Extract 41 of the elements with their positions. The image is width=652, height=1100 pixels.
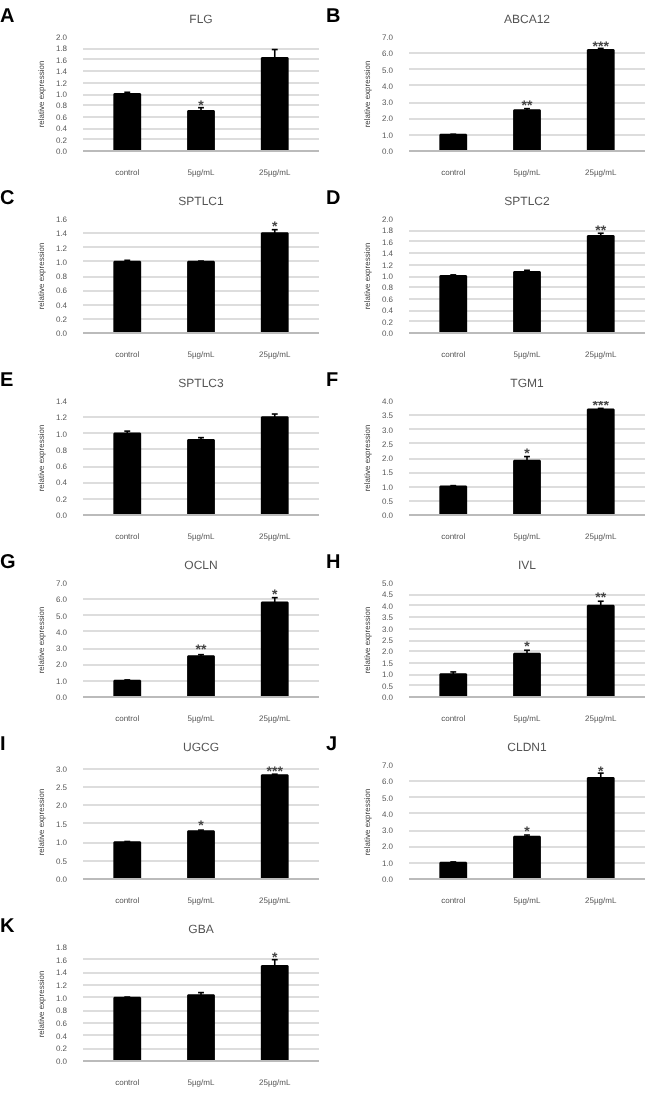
bar	[260, 965, 289, 1061]
bar	[586, 408, 615, 515]
bar	[187, 439, 215, 515]
bar	[113, 679, 142, 697]
bar	[113, 93, 142, 151]
bar	[586, 777, 615, 879]
bar	[260, 416, 289, 515]
text: B	[326, 4, 341, 32]
text: I	[0, 732, 6, 760]
text: G	[0, 550, 16, 578]
bar	[513, 652, 541, 697]
text: A	[0, 4, 15, 32]
bar	[586, 604, 615, 697]
bar	[260, 57, 289, 151]
bar	[187, 655, 215, 697]
bar	[586, 235, 615, 333]
bar	[187, 110, 215, 151]
bar	[113, 996, 142, 1061]
text: E	[0, 368, 14, 396]
bar	[260, 774, 289, 879]
bar	[113, 432, 142, 515]
text: J	[326, 732, 338, 760]
text: K	[0, 914, 15, 942]
bar	[439, 133, 468, 151]
bar	[513, 271, 541, 333]
text: H	[326, 550, 341, 578]
bar	[187, 994, 215, 1061]
bar	[439, 485, 468, 515]
bar	[513, 459, 541, 515]
text: F	[326, 368, 339, 396]
text: D	[326, 186, 341, 214]
bar	[439, 861, 468, 879]
bar	[513, 109, 541, 151]
bar	[439, 275, 468, 333]
bar	[187, 830, 215, 879]
bar	[260, 601, 289, 697]
bar	[513, 835, 541, 879]
bar	[439, 673, 468, 697]
bar	[586, 49, 615, 151]
text: C	[0, 186, 15, 214]
bar	[113, 841, 142, 879]
